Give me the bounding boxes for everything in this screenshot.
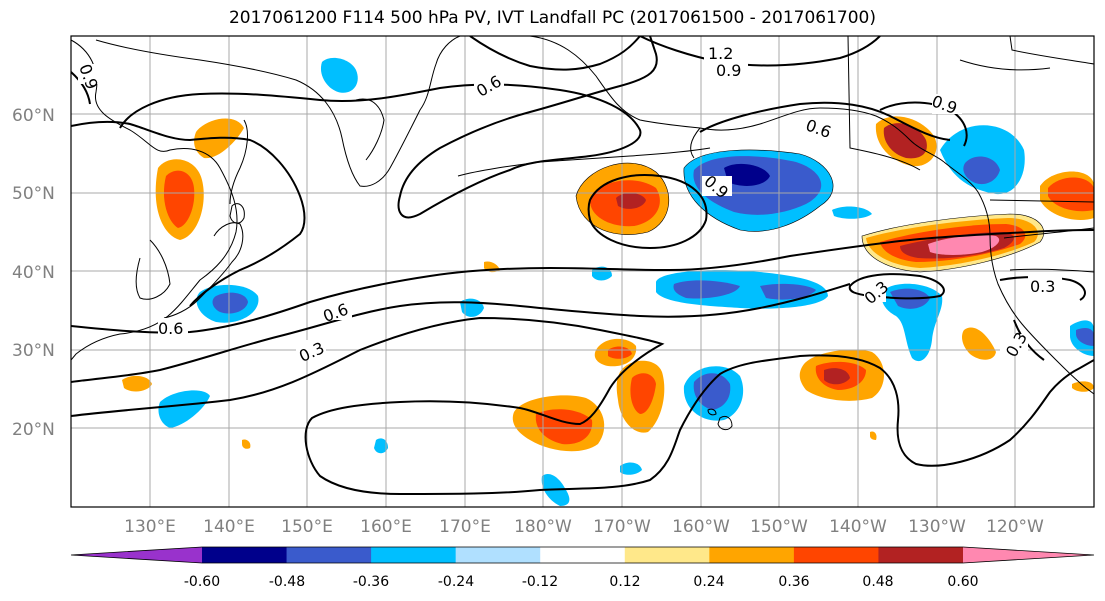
anomaly-blob (163, 170, 195, 228)
anomaly-blob (962, 327, 996, 360)
anomaly-blob (832, 206, 872, 219)
latitude-labels: 60°N 50°N 40°N 30°N 20°N (12, 106, 55, 440)
anomaly-blob (928, 235, 1000, 255)
lon-label: 140°W (829, 517, 887, 537)
anomaly-blob (963, 156, 1000, 185)
anomaly-blob (824, 368, 850, 385)
lon-label: 140°E (203, 517, 255, 537)
lat-label: 50°N (12, 184, 55, 204)
anomaly-blob (242, 439, 251, 449)
lat-label: 30°N (12, 341, 55, 361)
colorbar-tick-label: -0.60 (184, 574, 220, 590)
anomaly-blob (870, 431, 877, 440)
anomaly-blob (724, 163, 770, 186)
colorbar-tick-label: 0.48 (862, 574, 893, 590)
fill-outlines (575, 149, 1045, 273)
anomaly-blob (592, 266, 612, 281)
colorbar-swatch (455, 547, 541, 563)
anomaly-blob (760, 283, 816, 300)
anomaly-blob (1048, 177, 1094, 212)
colorbar-tick-label: -0.48 (269, 574, 305, 590)
colorbar-tick-label: -0.24 (438, 574, 474, 590)
colorbar-swatch (709, 547, 795, 563)
anomaly-blob (1076, 328, 1094, 346)
lat-label: 20°N (12, 420, 55, 440)
colorbar-tick-label: 0.12 (609, 574, 640, 590)
colorbar-swatch (878, 547, 964, 563)
map-frame (70, 35, 1095, 508)
anomaly-blob (883, 123, 927, 159)
anomaly-blob (630, 373, 656, 414)
lon-label: 180°W (514, 517, 572, 537)
lon-label: 160°W (672, 517, 730, 537)
map-title: 2017061200 F114 500 hPa PV, IVT Landfall… (228, 8, 876, 28)
anomaly-blob (374, 438, 388, 454)
pv-contours (71, 36, 1094, 496)
colorbar-swatch (286, 547, 372, 563)
anomaly-blob (1072, 381, 1094, 392)
longitude-labels: 130°E 140°E 150°E 160°E 170°E 180°W 170°… (124, 517, 1044, 537)
coastlines (71, 36, 1094, 431)
anomaly-blob (673, 280, 740, 299)
colorbar (70, 546, 1095, 564)
lon-label: 170°W (593, 517, 651, 537)
contour-label: 0.3 (1030, 277, 1055, 296)
anomaly-blob (158, 390, 210, 428)
lon-label: 130°E (124, 517, 176, 537)
contour-label: 0.9 (716, 61, 741, 80)
colorbar-swatch (371, 547, 457, 563)
anomaly-blob (212, 292, 248, 314)
colorbar-tick-label: 0.60 (947, 574, 978, 590)
colorbar-extend-low (71, 547, 202, 563)
lat-label: 40°N (12, 263, 55, 283)
colorbar-swatch (624, 547, 710, 563)
colorbar-swatch (793, 547, 879, 563)
colorbar-outline (70, 546, 1095, 564)
colorbar-tick-label: 0.24 (693, 574, 724, 590)
lon-label: 150°W (750, 517, 808, 537)
anomaly-blob (616, 192, 646, 209)
colorbar-swatch (540, 547, 626, 563)
anomaly-blob (693, 373, 731, 410)
lon-label: 130°W (908, 517, 966, 537)
colorbar-tick-label: -0.36 (353, 574, 389, 590)
colorbar-tick-labels: -0.60 -0.48 -0.36 -0.24 -0.12 0.12 0.24 … (184, 574, 979, 590)
anomaly-blob (620, 462, 642, 475)
anomaly-blob (122, 375, 152, 392)
contour-label: 0.6 (158, 319, 183, 338)
contour-label: 1.2 (708, 44, 733, 63)
anomaly-blob (320, 57, 358, 93)
colorbar-tick-label: -0.12 (522, 574, 558, 590)
lon-label: 150°E (281, 517, 333, 537)
lon-label: 120°W (986, 517, 1044, 537)
lat-label: 60°N (12, 106, 55, 126)
lon-label: 170°E (439, 517, 491, 537)
colorbar-swatch (202, 547, 288, 563)
colorbar-extend-high (963, 547, 1094, 563)
lon-label: 160°E (360, 517, 412, 537)
colorbar-tick-label: 0.36 (778, 574, 809, 590)
